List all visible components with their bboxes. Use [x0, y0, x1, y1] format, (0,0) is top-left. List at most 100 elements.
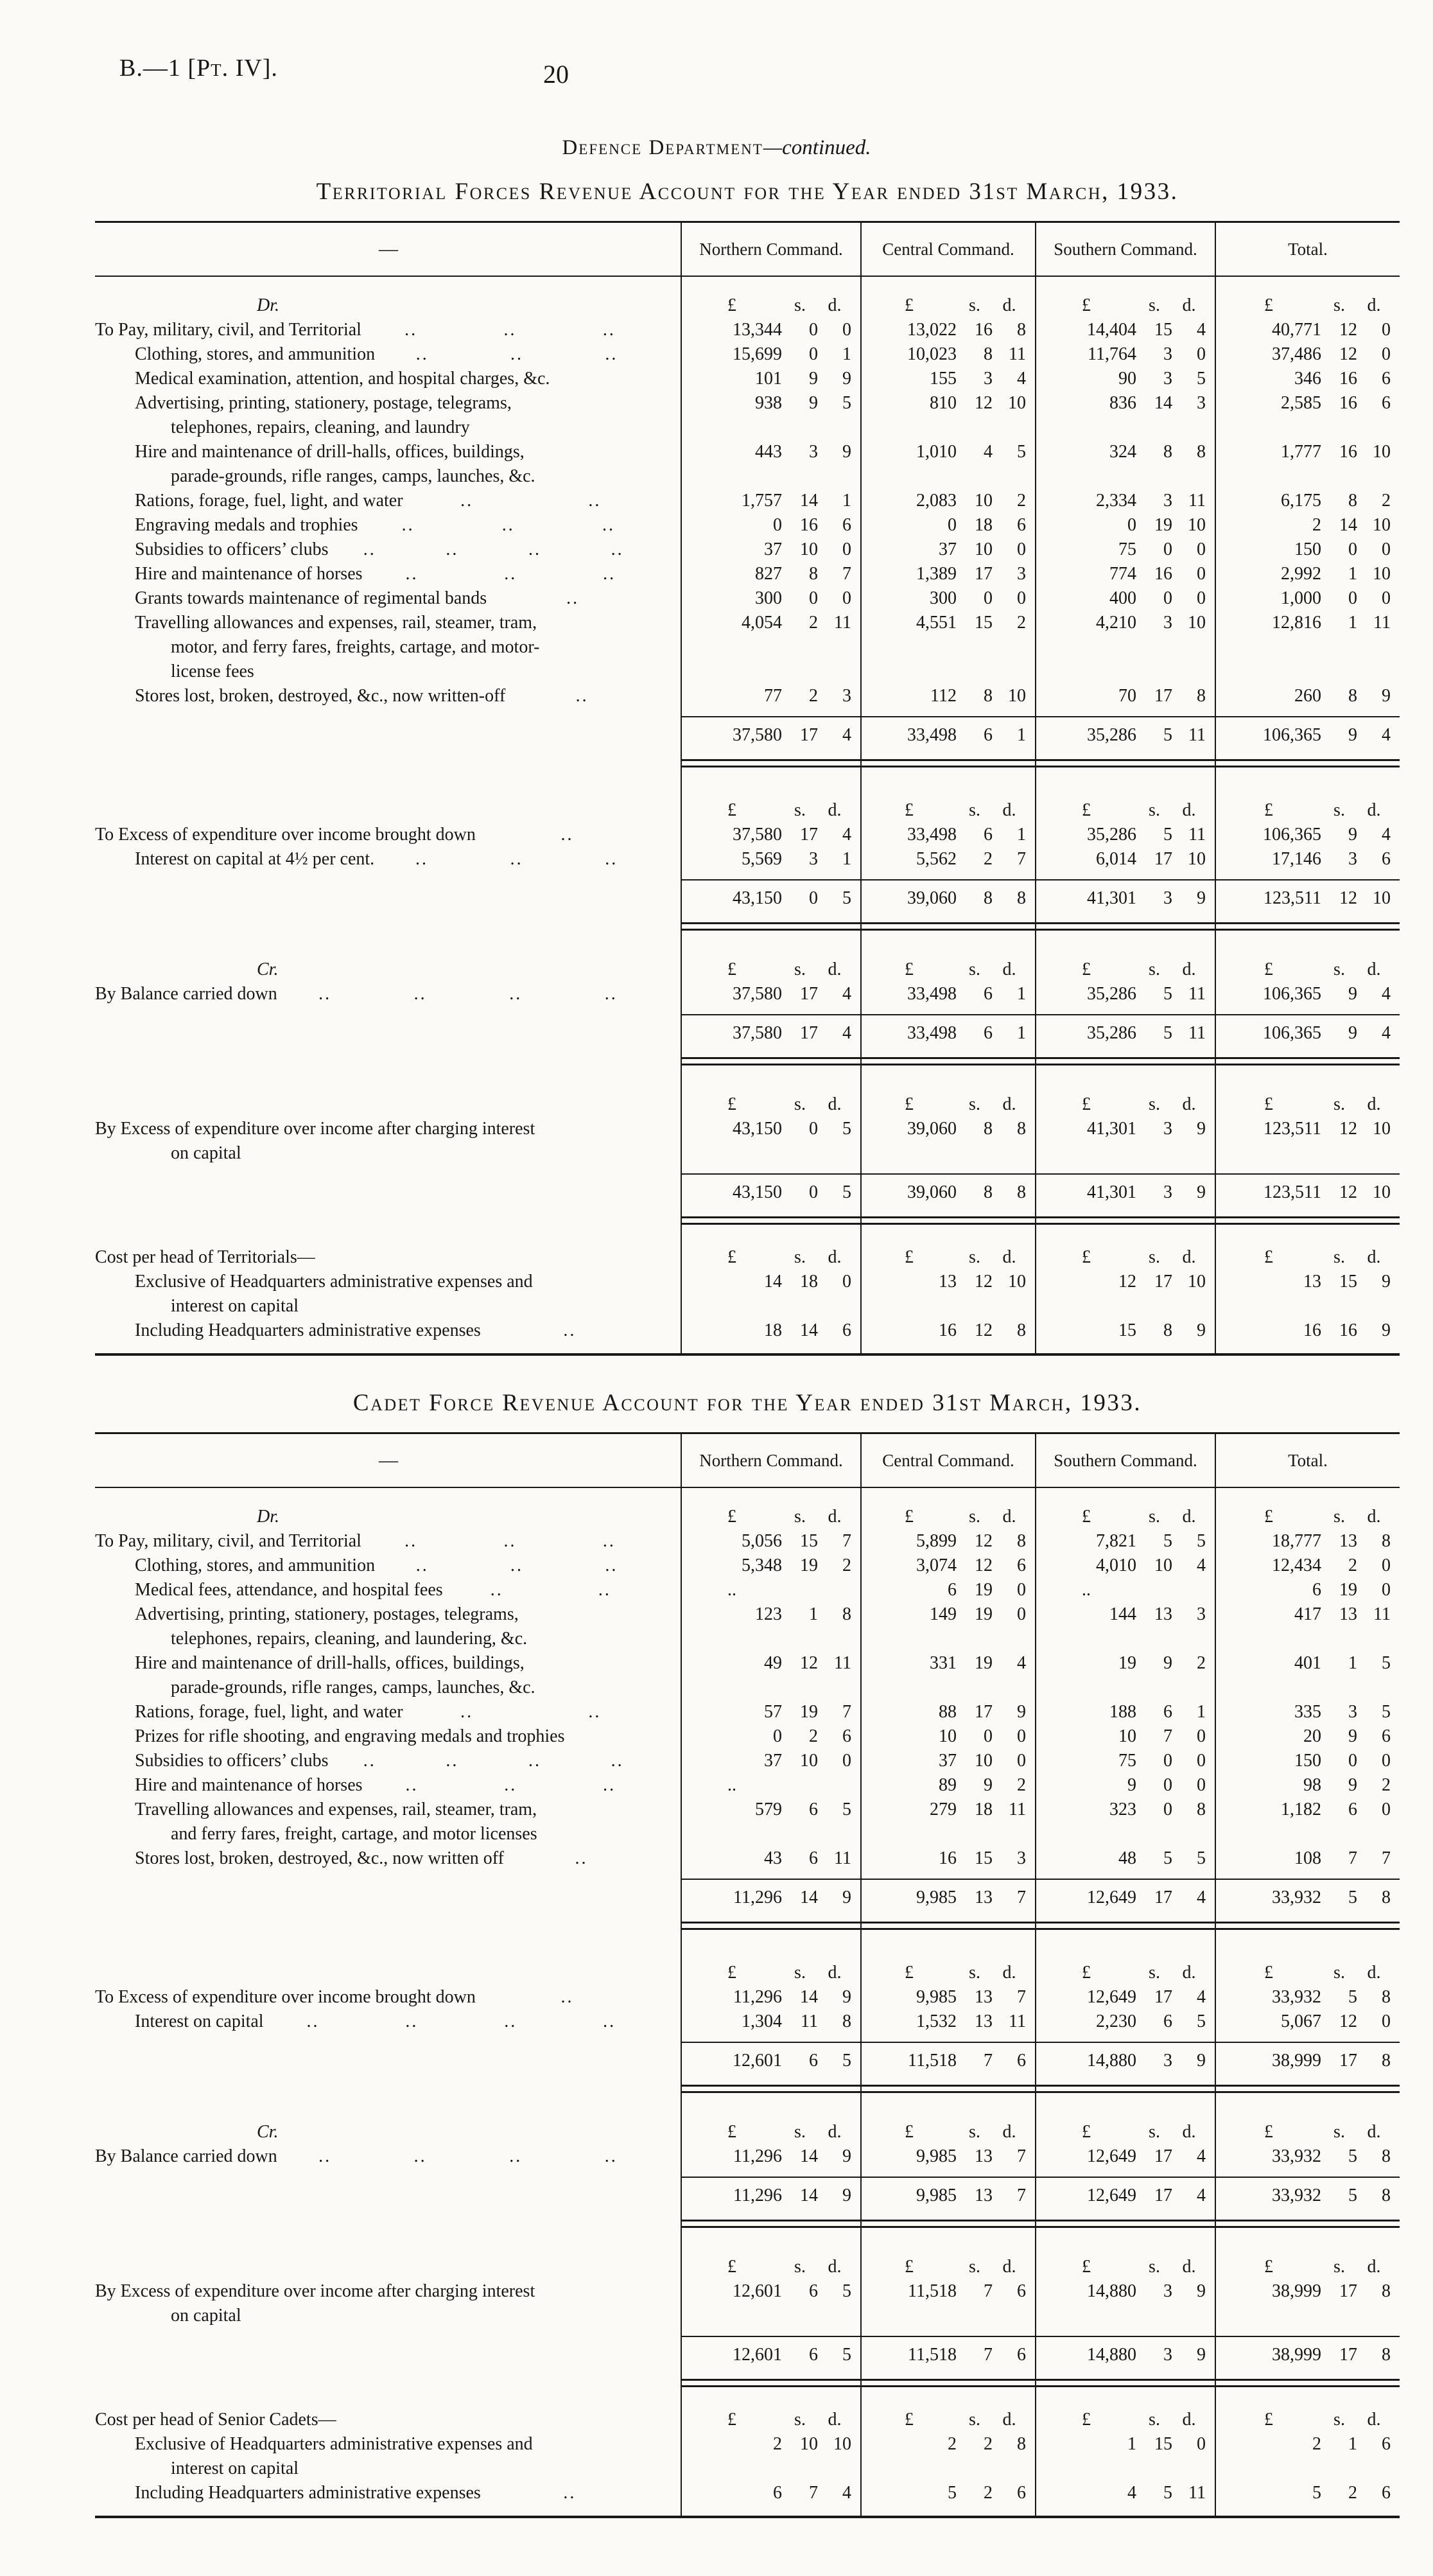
money-cell: 37,580 17 4: [681, 1015, 860, 1051]
row-label-line: To Pay, military, civil, and Territorial…: [95, 1529, 659, 1554]
pence-value: 7: [842, 564, 851, 584]
money-cell: £ s. d.: [1215, 958, 1400, 982]
dot-leader: ..: [603, 1775, 616, 1795]
shillings-value: s.: [1333, 295, 1345, 315]
money-cell: £ s. d.: [1215, 2120, 1400, 2144]
shillings-value: 2: [809, 686, 818, 706]
money-cell: [1215, 753, 1400, 767]
pounds-value: ..: [1082, 1580, 1091, 1600]
pence-value: 11: [834, 613, 851, 633]
pence-value: 8: [842, 1604, 851, 1624]
currency-header: £ s. d.: [682, 294, 860, 318]
money-value: 0 19 10: [1036, 513, 1215, 538]
money-cell: 144 13 3: [1035, 1602, 1215, 1651]
shillings-value: 17: [975, 1702, 993, 1722]
row-label-line: Subsidies to officers’ clubs........: [95, 1749, 659, 1773]
shillings-value: 3: [1163, 2051, 1172, 2071]
shillings-value: 5: [1163, 1848, 1172, 1868]
double-rule: [682, 759, 860, 767]
row-label: By Excess of expenditure over income aft…: [95, 2281, 535, 2301]
shillings-value: s.: [969, 1507, 980, 1527]
currency-header: £ s. d.: [1036, 958, 1215, 982]
stub-cell: [95, 767, 681, 798]
row-label: license fees: [171, 662, 254, 681]
pounds-value: 6,175: [1281, 491, 1321, 511]
shillings-value: 19: [975, 1604, 993, 1624]
money-value: 33,932 5 8: [1216, 2178, 1400, 2214]
shillings-value: 17: [1154, 686, 1172, 706]
money-cell: Southern Command.: [1035, 1434, 1215, 1488]
pence-value: 9: [1197, 1320, 1206, 1340]
money-value: ..: [1036, 1578, 1215, 1602]
money-cell: 417 13 11: [1215, 1602, 1400, 1651]
dot-leader: ..: [528, 1751, 542, 1771]
money-cell: 188 6 1: [1035, 1700, 1215, 1724]
row-label: Subsidies to officers’ clubs: [135, 539, 329, 559]
money-cell: 3,074 12 6: [860, 1554, 1035, 1578]
block-heading: Cost per head of Territorials—: [95, 1247, 315, 1267]
pence-value: 10: [1188, 515, 1206, 535]
money-cell: 1,532 13 11: [860, 2010, 1035, 2034]
pence-value: d.: [1182, 959, 1196, 979]
money-cell: Total.: [1215, 223, 1400, 277]
money-cell: 11,296 14 9: [681, 1880, 860, 1916]
money-value: 149 19 0: [862, 1602, 1035, 1627]
pounds-value: 3,074: [916, 1555, 957, 1575]
money-cell: 1,000 0 0: [1215, 586, 1400, 611]
money-cell: £ s. d.: [860, 294, 1035, 318]
double-rule: [1036, 2220, 1215, 2228]
single-rule: [1216, 879, 1400, 881]
money-cell: 4,010 10 4: [1035, 1554, 1215, 1578]
shillings-value: 3: [984, 369, 993, 389]
shillings-value: 3: [1348, 849, 1357, 869]
dot-leader: ..: [509, 2146, 523, 2166]
pence-value: d.: [1002, 2122, 1016, 2142]
dot-leader: ..: [602, 515, 615, 535]
pounds-value: 112: [930, 686, 957, 706]
pence-value: 6: [1382, 393, 1391, 413]
money-cell: [681, 931, 860, 958]
stub-cell: [95, 1006, 681, 1015]
stub-cell: [95, 1930, 681, 1961]
pounds-value: 39,060: [907, 888, 957, 908]
double-rule: [682, 922, 860, 931]
pence-value: 2: [842, 1555, 851, 1575]
money-cell: [681, 2328, 860, 2337]
money-cell: £ s. d.: [681, 958, 860, 982]
money-cell: £ s. d.: [1035, 1092, 1215, 1117]
pounds-value: 836: [1109, 393, 1136, 413]
row-label-line: telephones, repairs, cleaning, and laund…: [95, 416, 659, 440]
money-value: 11,296 14 9: [682, 1880, 860, 1916]
money-cell: [681, 753, 860, 767]
pounds-value: ..: [727, 1775, 736, 1795]
pence-value: 1: [842, 849, 851, 869]
shillings-value: 2: [809, 1726, 818, 1746]
pence-value: 0: [1017, 1604, 1026, 1624]
money-cell: 35,286 5 11: [1035, 982, 1215, 1006]
money-cell: 6,014 17 10: [1035, 847, 1215, 872]
pounds-value: 15,699: [733, 344, 782, 364]
pence-value: 8: [1382, 2186, 1391, 2205]
shillings-value: 1: [1348, 2434, 1357, 2454]
pence-value: d.: [1367, 295, 1381, 315]
money-cell: Central Command.: [860, 1434, 1035, 1488]
pence-value: d.: [828, 800, 842, 820]
currency-header: £ s. d.: [682, 1245, 860, 1270]
money-cell: £ s. d.: [1215, 1245, 1400, 1270]
money-cell: [681, 1051, 860, 1065]
pence-value: 8: [1017, 320, 1026, 340]
dot-leader: ..: [588, 491, 602, 511]
pounds-value: 323: [1109, 1800, 1136, 1819]
pence-value: d.: [828, 1094, 842, 1114]
money-value: 7,821 5 5: [1036, 1529, 1215, 1554]
money-cell: £ s. d.: [1035, 958, 1215, 982]
money-cell: [1035, 2093, 1215, 2120]
money-cell: £ s. d.: [1035, 2255, 1215, 2279]
money-cell: 37 10 0: [860, 1749, 1035, 1773]
money-value: ..: [682, 1578, 860, 1602]
pence-value: 8: [1382, 2345, 1391, 2365]
stub-cell: [95, 2034, 681, 2043]
single-rule: [682, 1879, 860, 1880]
